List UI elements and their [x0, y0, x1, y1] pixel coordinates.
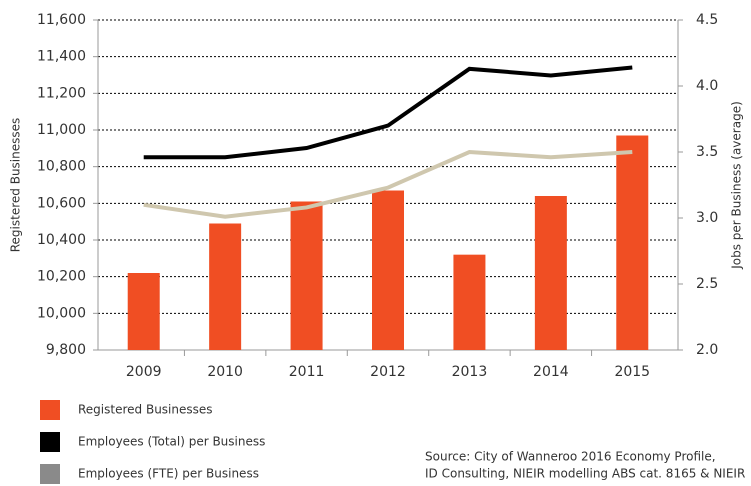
y-tick-label: 10,400 — [37, 232, 86, 248]
bar — [534, 196, 567, 350]
y-tick-label: 11,200 — [37, 85, 86, 101]
legend-swatch — [40, 464, 60, 484]
y2-tick-label: 2.5 — [696, 276, 718, 292]
source: ID Consulting, NIEIR modelling ABS cat. … — [425, 467, 745, 481]
y-tick-label: 11,000 — [37, 122, 86, 138]
x-tick-label: 2010 — [207, 364, 243, 380]
x-tick-label: 2009 — [126, 364, 162, 380]
bar — [209, 223, 242, 350]
x-tick-label: 2014 — [533, 364, 569, 380]
y2-tick-label: 3.5 — [696, 144, 718, 160]
legend-swatch — [40, 432, 60, 452]
source: Source: City of Wanneroo 2016 Economy Pr… — [425, 450, 716, 464]
bar — [127, 273, 160, 350]
y-tick-label: 10,600 — [37, 195, 86, 211]
x-tick-label: 2011 — [289, 364, 325, 380]
y-tick-label: 10,800 — [37, 159, 86, 175]
bar — [453, 254, 486, 350]
y2-tick-label: 3.0 — [696, 210, 718, 226]
line — [143, 65, 633, 160]
legend-label: Employees (Total) per Business — [78, 435, 265, 449]
bar — [616, 135, 649, 350]
line — [143, 149, 633, 219]
y-tick-label: 10,200 — [37, 269, 86, 285]
legend-swatch — [40, 400, 60, 420]
x-tick-label: 2012 — [370, 364, 406, 380]
y-tick-label: 10,000 — [37, 305, 86, 321]
y-tick-label: 9,800 — [46, 342, 86, 358]
y-tick-label: 11,600 — [37, 12, 86, 28]
y-axis-label: Registered Businesses — [9, 118, 23, 253]
bar — [290, 201, 323, 350]
y-tick-label: 11,400 — [37, 49, 86, 65]
y2-tick-label: 4.5 — [696, 12, 718, 28]
legend-label: Employees (FTE) per Business — [78, 467, 259, 481]
y2-axis-label: Jobs per Business (average) — [730, 101, 744, 270]
legend-label: Registered Businesses — [78, 403, 213, 417]
bar — [372, 190, 404, 350]
y2-tick-label: 2.0 — [696, 342, 718, 358]
x-tick-label: 2013 — [452, 364, 488, 380]
x-tick-label: 2015 — [614, 364, 650, 380]
y2-tick-label: 4.0 — [696, 78, 718, 94]
